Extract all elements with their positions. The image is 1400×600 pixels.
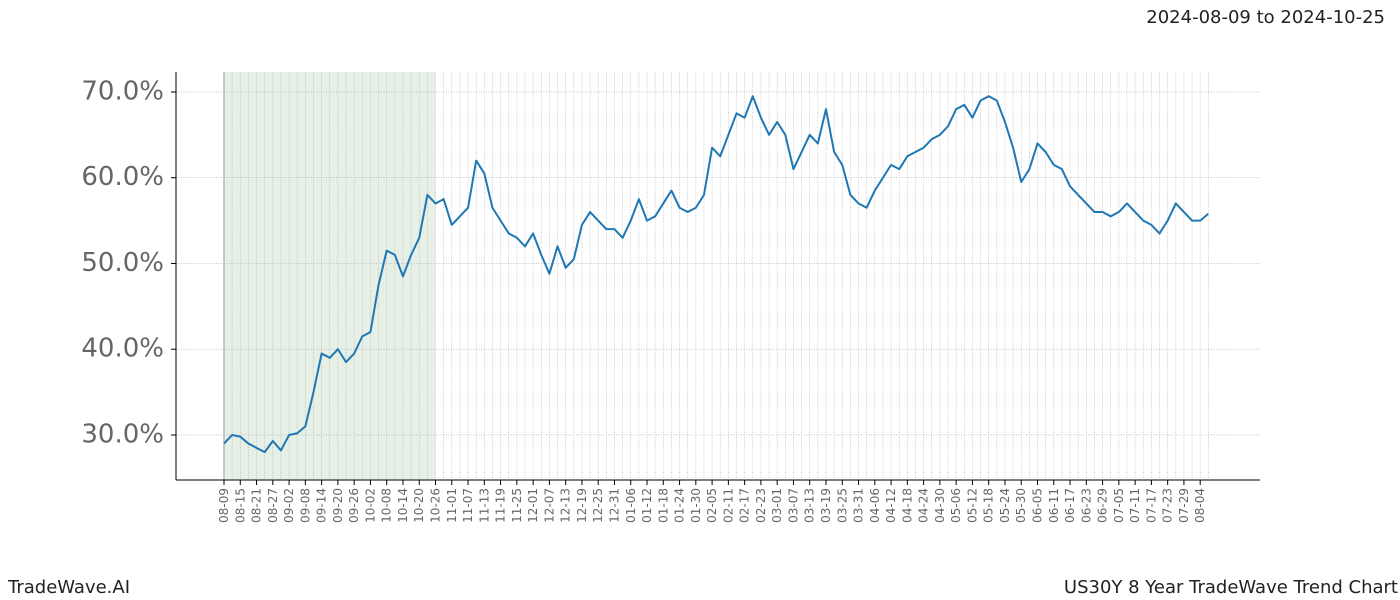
x-tick-label: 07-17: [1144, 488, 1158, 523]
x-tick-label: 10-02: [363, 488, 377, 523]
x-tick-label: 07-05: [1112, 488, 1126, 523]
x-tick-label: 11-13: [477, 488, 491, 523]
x-tick-label: 10-20: [412, 488, 426, 523]
x-tick-label: 02-23: [754, 488, 768, 523]
x-tick-label: 08-04: [1193, 488, 1207, 523]
x-tick-label: 12-07: [542, 488, 556, 523]
x-tick-label: 04-06: [868, 488, 882, 523]
x-tick-label: 01-06: [624, 488, 638, 523]
x-tick-label: 11-19: [494, 488, 508, 523]
brand: TradeWave.AI: [7, 577, 130, 598]
x-tick-label: 08-09: [217, 488, 231, 523]
x-tick-label: 03-25: [835, 488, 849, 523]
x-tick-label: 03-07: [786, 488, 800, 523]
x-tick-label: 04-24: [917, 488, 931, 523]
x-tick-label: 05-06: [949, 488, 963, 523]
x-tick-label: 08-27: [266, 488, 280, 523]
y-tick-label: 50.0%: [81, 248, 164, 278]
x-tick-label: 09-26: [347, 488, 361, 523]
x-tick-label: 08-21: [250, 488, 264, 523]
x-tick-label: 03-19: [819, 488, 833, 523]
x-tick-label: 04-12: [884, 488, 898, 523]
x-tick-label: 08-15: [233, 488, 247, 523]
x-tick-label: 03-01: [770, 488, 784, 523]
x-tick-label: 12-13: [559, 488, 573, 523]
x-tick-label: 10-26: [429, 488, 443, 523]
x-tick-label: 07-11: [1128, 488, 1142, 523]
x-tick-label: 02-05: [705, 488, 719, 523]
x-tick-label: 05-24: [998, 488, 1012, 523]
x-tick-label: 06-23: [1079, 488, 1093, 523]
y-tick-label: 30.0%: [81, 419, 164, 449]
x-tick-label: 12-25: [591, 488, 605, 523]
x-tick-label: 10-08: [380, 488, 394, 523]
x-tick-label: 07-29: [1177, 488, 1191, 523]
x-tick-label: 12-31: [607, 488, 621, 523]
x-tick-label: 05-12: [965, 488, 979, 523]
x-tick-label: 02-17: [738, 488, 752, 523]
chart-title: US30Y 8 Year TradeWave Trend Chart: [1064, 577, 1398, 598]
chart-subtitle: 2024-08-09 to 2024-10-25: [1146, 7, 1385, 28]
x-tick-label: 09-08: [298, 488, 312, 523]
x-tick-label: 11-25: [510, 488, 524, 523]
x-tick-label: 03-31: [852, 488, 866, 523]
x-tick-label: 11-01: [445, 488, 459, 523]
x-tick-label: 09-20: [331, 488, 345, 523]
y-tick-label: 70.0%: [81, 76, 164, 106]
x-tick-label: 06-05: [1031, 488, 1045, 523]
x-tick-label: 06-17: [1063, 488, 1077, 523]
x-tick-label: 10-14: [396, 488, 410, 523]
x-tick-label: 01-18: [656, 488, 670, 523]
x-tick-label: 02-11: [721, 488, 735, 523]
x-tick-label: 11-07: [461, 488, 475, 523]
x-tick-label: 12-19: [575, 488, 589, 523]
x-tick-label: 05-18: [982, 488, 996, 523]
x-tick-label: 04-30: [933, 488, 947, 523]
x-tick-label: 01-12: [640, 488, 654, 523]
x-tick-label: 12-01: [526, 488, 540, 523]
y-tick-label: 40.0%: [81, 334, 164, 364]
x-tick-label: 01-24: [673, 488, 687, 523]
x-tick-label: 06-11: [1047, 488, 1061, 523]
line-series: [223, 95, 1209, 454]
x-tick-label: 09-14: [315, 488, 329, 523]
x-tick-label: 03-13: [803, 488, 817, 523]
x-tick-label: 09-02: [282, 488, 296, 523]
x-tick-label: 01-30: [689, 488, 703, 523]
x-tick-label: 04-18: [900, 488, 914, 523]
x-tick-label: 05-30: [1014, 488, 1028, 523]
x-tick-label: 06-29: [1096, 488, 1110, 523]
y-tick-label: 60.0%: [81, 162, 164, 192]
x-tick-label: 07-23: [1161, 488, 1175, 523]
